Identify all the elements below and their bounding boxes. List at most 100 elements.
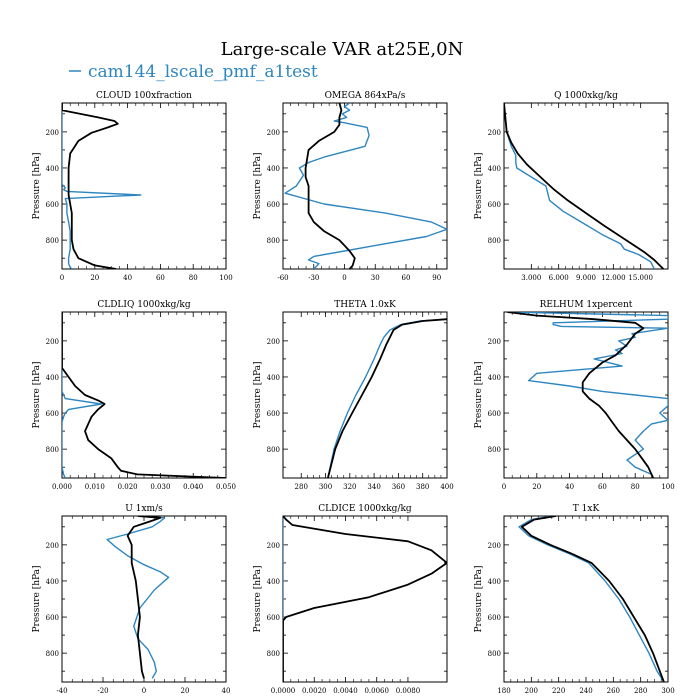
panel-title: CLDICE 1000xkg/kg [318,504,412,514]
x-tick-label: 400 [440,483,453,491]
y-tick-label: 800 [46,237,59,245]
x-tick-label: -30 [308,274,319,282]
x-tick-label: 0.040 [183,483,203,491]
plot-frame [61,515,227,683]
x-tick-label: 300 [319,483,332,491]
y-axis-label: Pressure [hPa] [253,565,263,632]
x-tick-label: 0.0060 [364,687,389,695]
x-tick-label: 0.0020 [302,687,327,695]
y-tick-label: 800 [267,650,280,658]
y-tick-label: 600 [46,201,59,209]
y-tick-label: 200 [267,338,280,346]
x-tick-label: 0.0080 [396,687,421,695]
panel-title: RELHUM 1xpercent [540,300,633,310]
x-tick-label: 380 [416,483,429,491]
panel-title: Q 1000xkg/kg [554,91,618,101]
series-control-line [507,312,655,478]
y-tick-label: 400 [267,578,280,586]
legend: cam144_lscale_pmf_a1test [69,62,318,82]
panel-title: OMEGA 864xPa/s [325,91,406,101]
series-test-line [62,103,142,269]
y-tick-label: 600 [488,410,501,418]
x-tick-label: 300 [661,687,674,695]
x-tick-label: -60 [277,274,288,282]
panel-title: U 1xm/s [125,504,163,514]
x-tick-label: 240 [579,687,592,695]
x-tick-label: 0 [142,687,146,695]
x-tick-label: 80 [189,274,198,282]
y-tick-label: 400 [46,578,59,586]
y-tick-label: 800 [267,446,280,454]
x-tick-label: 0 [60,274,64,282]
y-tick-label: 400 [267,374,280,382]
y-axis-label: Pressure [hPa] [32,361,42,428]
panel-title: CLDLIQ 1000xkg/kg [97,300,191,310]
y-tick-label: 600 [46,614,59,622]
y-tick-label: 800 [488,650,501,658]
y-axis-label: Pressure [hPa] [253,361,263,428]
x-tick-label: 180 [497,687,510,695]
y-tick-label: 600 [488,201,501,209]
y-tick-label: 400 [46,165,59,173]
y-tick-label: 600 [267,201,280,209]
figure-title: Large-scale VAR at25E,0N [221,39,464,60]
chart-panel-9: T 1xK Pressure [hPa] 200 400 600 800 180 200 220… [474,504,675,695]
x-tick-label: 40 [565,483,574,491]
x-tick-label: 20 [532,483,541,491]
x-tick-label: 30 [371,274,380,282]
x-tick-label: 6.000 [549,274,569,282]
y-tick-label: 800 [267,237,280,245]
y-tick-label: 200 [488,338,501,346]
y-tick-label: 200 [488,129,501,137]
y-axis-label: Pressure [hPa] [474,565,484,632]
x-tick-label: 3.000 [521,274,541,282]
plot-frame [503,515,669,683]
x-tick-label: 0.050 [216,483,236,491]
y-axis-label: Pressure [hPa] [32,152,42,219]
y-tick-label: 200 [488,542,501,550]
x-tick-label: 0.020 [118,483,138,491]
y-axis-label: Pressure [hPa] [253,152,263,219]
x-tick-label: 40 [123,274,132,282]
y-axis-label: Pressure [hPa] [474,361,484,428]
panel-title: CLOUD 100xfraction [96,91,192,101]
x-tick-label: 40 [222,687,231,695]
x-tick-label: 20 [181,687,190,695]
x-tick-label: 360 [392,483,405,491]
x-tick-label: 0.000 [52,483,72,491]
y-axis-label: Pressure [hPa] [32,565,42,632]
y-tick-label: 200 [46,338,59,346]
y-tick-label: 200 [267,129,280,137]
y-tick-label: 400 [488,374,501,382]
y-tick-label: 800 [46,650,59,658]
y-tick-label: 400 [488,578,501,586]
x-tick-label: 20 [90,274,99,282]
x-tick-label: 9.000 [576,274,596,282]
x-tick-label: 60 [598,483,607,491]
x-tick-label: 15.000 [628,274,653,282]
chart-panel-7: U 1xm/s Pressure [hPa] 200 400 600 800 -40 -20 0… [32,504,230,695]
plot-frame [503,102,669,270]
y-tick-label: 800 [46,446,59,454]
x-tick-label: 0 [342,274,346,282]
x-tick-label: 80 [631,483,640,491]
chart-panel-5: THETA 1.0xK Pressure [hPa] 200 400 600 800 280… [253,300,454,491]
y-tick-label: 400 [267,165,280,173]
chart-panel-4: CLDLIQ 1000xkg/kg Pressure [hPa] 200 400 600… [32,300,236,491]
chart-panel-8: CLDICE 1000xkg/kg Pressure [hPa] 200 400 600… [253,504,448,695]
chart-panel-2: OMEGA 864xPa/s Pressure [hPa] 200 400 600 800… [253,91,448,282]
series-test-line [504,103,655,269]
chart-panel-3: Q 1000xkg/kg Pressure [hPa] 200 400 600 800 3.… [474,91,669,282]
plot-frame [282,311,448,479]
series-control-line [327,318,447,478]
x-tick-label: 0.0040 [333,687,358,695]
chart-panel-1: CLOUD 100xfraction Pressure [hPa] 20 0 400 60… [32,91,233,282]
y-tick-label: 200 [46,542,59,550]
x-tick-label: 0.0000 [271,687,296,695]
x-tick-label: 280 [295,483,308,491]
y-tick-label: 600 [46,410,59,418]
y-tick-label: 400 [46,374,59,382]
y-tick-label: 800 [488,237,501,245]
plot-frame [282,102,448,270]
